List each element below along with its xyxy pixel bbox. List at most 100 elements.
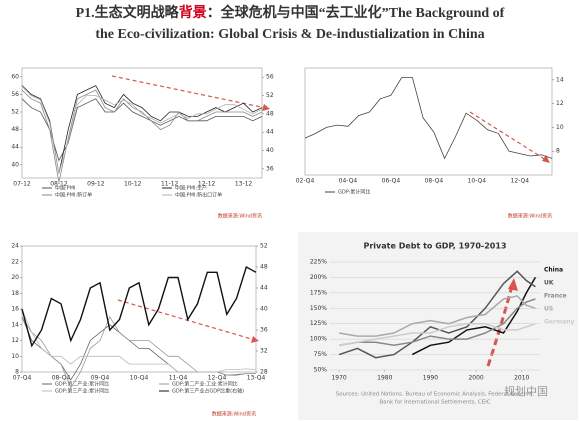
y-tick-label: 14 (556, 76, 564, 83)
y-tick-label: 18 (11, 290, 19, 297)
y-tick-label: 150% (310, 305, 327, 312)
y-tick-label: 48 (11, 126, 19, 133)
title-part: ：全球危机与中国“去工业化”The Background of (207, 4, 505, 21)
legend-label: GDP:第三产业占GDP比重(右轴) (172, 388, 244, 395)
y2-tick-label: 40 (266, 147, 274, 154)
trend-arrow (111, 75, 267, 109)
y-tick-label: 44 (11, 144, 19, 151)
y-tick-label: 20 (11, 274, 19, 281)
y-tick-label: 8 (556, 148, 560, 155)
legend-label: France (544, 293, 567, 300)
x-tick-label: 12-12 (198, 181, 216, 188)
y2-tick-label: 36 (260, 327, 268, 334)
x-tick-label: 07-12 (13, 181, 31, 188)
trend-arrow (469, 111, 547, 161)
legend-label: GDP:第三产业:累计同比 (55, 388, 109, 395)
legend-label: China (544, 267, 563, 274)
y-tick-label: 14 (11, 321, 19, 328)
x-tick-label: 2010 (514, 375, 529, 382)
x-tick-label: 12-Q4 (208, 375, 227, 382)
plot-frame (21, 67, 263, 179)
series-line (411, 277, 537, 356)
y2-tick-label: 32 (260, 348, 268, 355)
series-line (21, 316, 256, 381)
x-tick-label: 08-Q4 (52, 375, 71, 382)
x-tick-label: 08-Q4 (425, 178, 444, 185)
series-line (21, 89, 263, 183)
y2-tick-label: 36 (266, 165, 274, 172)
series-line (21, 98, 263, 162)
x-tick-label: 13-Q4 (247, 375, 266, 382)
title-part: P1.生态文明战略 (76, 4, 180, 21)
y-tick-label: 225% (310, 259, 327, 266)
series-line (21, 85, 263, 174)
x-tick-label: 10-12 (124, 181, 142, 188)
slide-title-line2: the Eco-civilization: Global Crisis & De… (95, 27, 484, 42)
y-tick-label: 24 (11, 243, 19, 250)
x-tick-label: 10-Q4 (468, 178, 487, 185)
y-tick-label: 12 (556, 100, 564, 107)
x-tick-label: 2000 (468, 375, 483, 382)
y-tick-label: 10 (11, 353, 19, 360)
x-tick-label: 11-Q4 (169, 375, 188, 382)
plot-frame (304, 67, 553, 176)
x-tick-label: 02-Q4 (296, 178, 315, 185)
y2-tick-label: 56 (266, 74, 274, 81)
arrow-head (251, 336, 259, 343)
y-tick-label: 175% (310, 289, 327, 296)
series-line (338, 322, 536, 347)
source-note: Bank for International Settlements, CEIC (379, 400, 491, 406)
legend-label: 中国:PMI (55, 185, 76, 192)
y-tick-label: 200% (310, 274, 327, 281)
y2-tick-label: 48 (266, 110, 274, 117)
y-tick-label: 8 (15, 369, 19, 376)
y-tick-label: 10 (556, 124, 564, 131)
y-tick-label: 40 (11, 161, 19, 168)
source-note: 数据来源:Wind资讯 (212, 411, 256, 418)
x-tick-label: 09-Q4 (91, 375, 110, 382)
x-tick-label: 11-12 (161, 181, 179, 188)
x-tick-label: 1990 (423, 375, 438, 382)
legend-label: US (544, 306, 553, 313)
x-tick-label: 1980 (377, 375, 392, 382)
y-tick-label: 22 (11, 258, 19, 265)
x-tick-label: 13-12 (235, 181, 253, 188)
y2-tick-label: 48 (260, 264, 268, 271)
legend-label: UK (544, 280, 554, 287)
legend-label: 中国:PMI:生产 (175, 185, 207, 192)
panel-background (298, 232, 578, 420)
x-tick-label: 06-Q4 (382, 178, 401, 185)
x-tick-label: 1970 (331, 375, 346, 382)
y-tick-label: 56 (11, 91, 19, 98)
legend-label: 中国:PMI:新订单 (55, 192, 92, 199)
y2-tick-label: 40 (260, 306, 268, 313)
x-tick-label: 10-Q4 (130, 375, 149, 382)
plot-frame (21, 245, 257, 373)
y-tick-label: 16 (11, 306, 19, 313)
legend-label: 中国:PMI:新出口订单 (175, 192, 222, 199)
legend-label: GDP:第二产业:工业:累计同比 (172, 381, 238, 388)
series-line (21, 265, 257, 348)
y-tick-label: 75% (314, 351, 328, 358)
slide-title: P1.生态文明战略背景：全球危机与中国“去工业化”The Background … (76, 4, 505, 21)
arrow-heads (251, 104, 550, 343)
source-note: 数据来源:Wind资讯 (218, 213, 262, 220)
series-line (338, 295, 536, 337)
arrow-head (508, 278, 518, 291)
arrow-head (542, 155, 550, 163)
legend-label: GDP:第二产业:累计同比 (55, 381, 109, 388)
chart-title: Private Debt to GDP, 1970-2013 (364, 242, 507, 251)
y2-tick-label: 44 (266, 129, 274, 136)
x-tick-label: 08-12 (50, 181, 68, 188)
y2-tick-label: 52 (260, 243, 268, 250)
legend-label: GDP:累计同比 (338, 189, 370, 196)
x-tick-label: 09-12 (87, 181, 105, 188)
series-line (338, 270, 536, 359)
arrow-head (262, 104, 270, 111)
x-tick-label: 12-Q4 (511, 178, 530, 185)
series-line (338, 298, 536, 347)
series-line (21, 308, 257, 373)
trend-arrow (117, 299, 256, 341)
y2-tick-label: 28 (260, 369, 268, 376)
